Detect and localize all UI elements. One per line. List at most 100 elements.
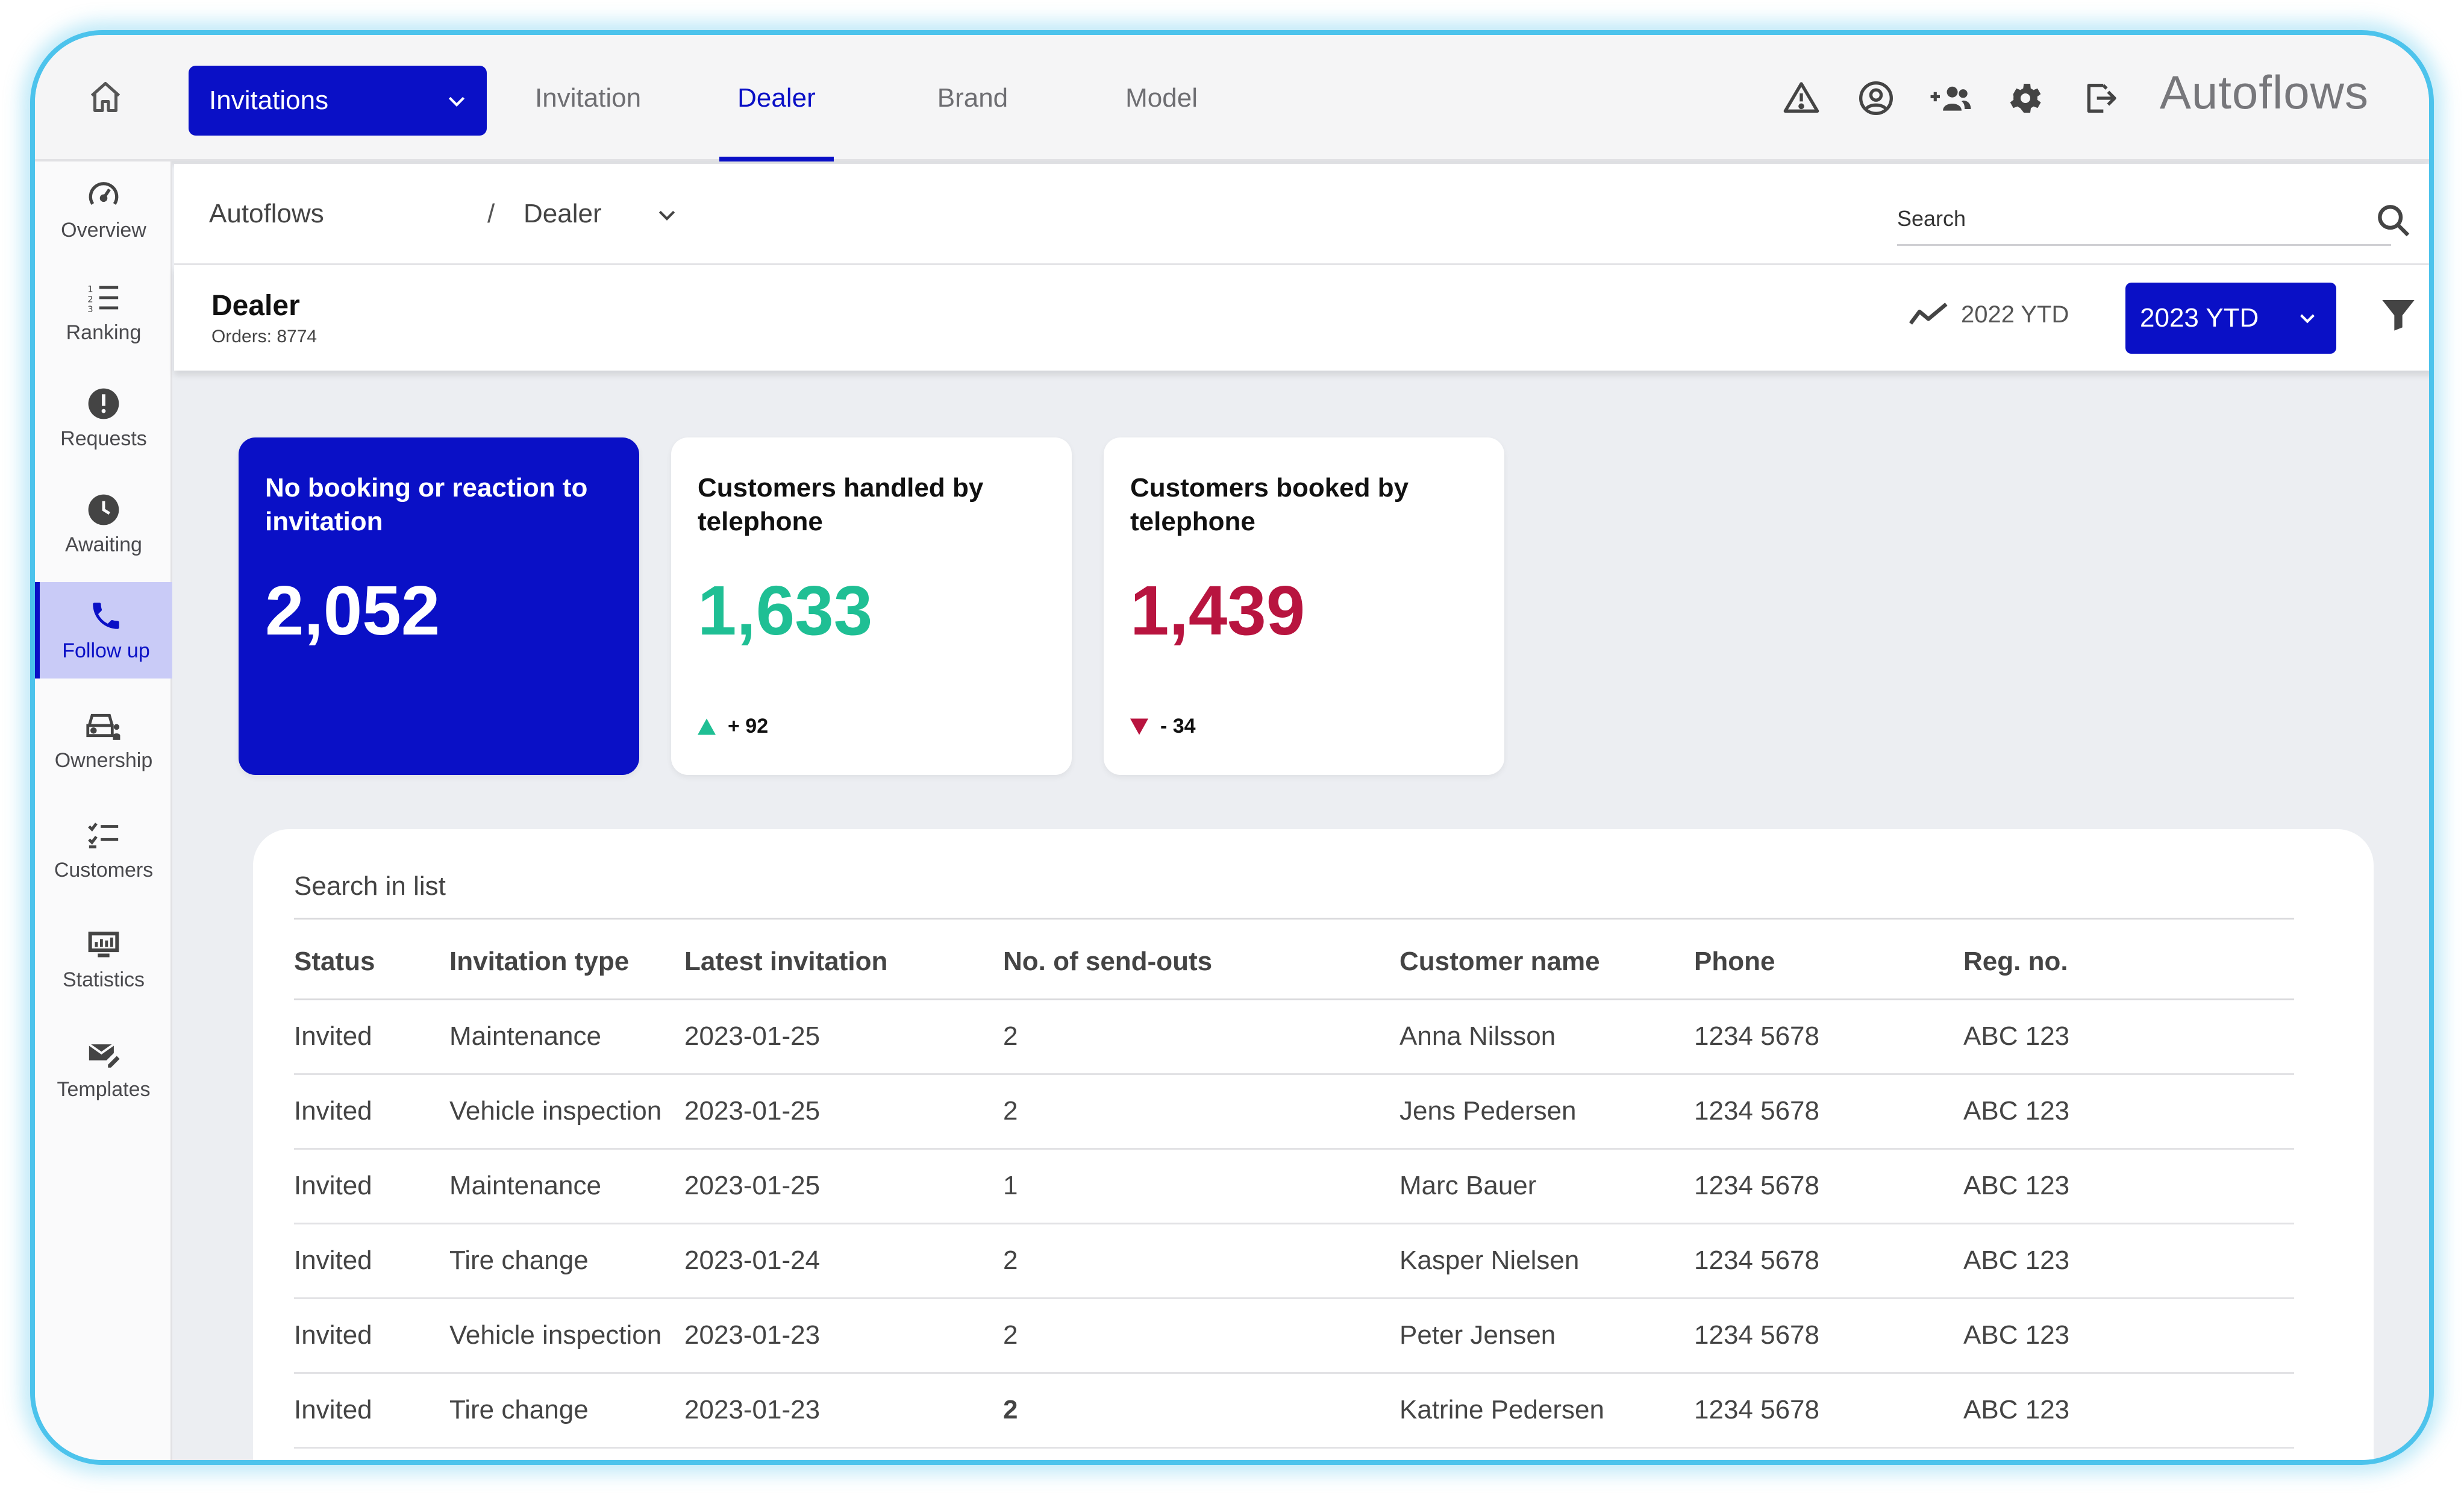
list-search-input[interactable]	[294, 859, 2294, 914]
page-header: Dealer Orders: 8774 2022 YTD 2023 YTD	[174, 265, 2429, 371]
column-header-customer-name[interactable]: Customer name	[1399, 926, 1694, 1000]
settings-icon	[2010, 84, 2041, 113]
table-row[interactable]: Invited Vehicle inspection 2023-01-25 2 …	[294, 1074, 2294, 1150]
invitation-list-panel: Status Invitation type Latest invitation…	[253, 829, 2374, 1460]
breadcrumb-separator: /	[487, 199, 495, 228]
kpi-card-no-booking[interactable]: No booking or reaction to invitation 2,0…	[239, 437, 639, 775]
cell-phone: 1234 5678	[1694, 1298, 1963, 1374]
tab-invitation[interactable]: Invitation	[535, 35, 641, 161]
brand-logo: Autoflows	[2159, 66, 2369, 119]
sidebar-item-label: Follow up	[62, 639, 150, 662]
cell-reg-no: ABC 123	[1963, 1298, 2294, 1374]
column-header-invitation-type[interactable]: Invitation type	[449, 926, 684, 1000]
kpi-card-handled-by-telephone[interactable]: Customers handled by telephone 1,633 + 9…	[671, 437, 1072, 775]
cell-customer-name: Peter Jensen	[1399, 1298, 1694, 1374]
cell-invitation-type: Tire change	[449, 1373, 684, 1449]
sidebar-item-ownership[interactable]: Ownership	[35, 692, 172, 788]
home-button[interactable]	[78, 70, 133, 124]
tab-label: Brand	[937, 83, 1008, 113]
tab-label: Dealer	[737, 83, 816, 113]
alert-circle-icon	[88, 388, 119, 419]
cell-send-outs: 2	[1003, 999, 1399, 1075]
cell-phone: 1234 5678	[1694, 1149, 1963, 1224]
tab-dealer[interactable]: Dealer	[719, 35, 834, 161]
list-search-field	[294, 859, 2294, 920]
logout-icon	[2087, 84, 2116, 113]
cell-status: Invited	[294, 1074, 449, 1150]
cell-reg-no: ABC 123	[1963, 1373, 2294, 1449]
chevron-down-icon[interactable]	[655, 204, 679, 228]
cell-send-outs: 2	[1003, 1298, 1399, 1374]
sidebar-item-statistics[interactable]: Statistics	[35, 911, 172, 1008]
table-row[interactable]: Invited Maintenance 2023-01-25 1 Marc Ba…	[294, 1149, 2294, 1224]
breadcrumb-current[interactable]: Dealer	[524, 199, 602, 228]
kpi-value: 1,439	[1130, 571, 1305, 650]
column-header-send-outs[interactable]: No. of send-outs	[1003, 926, 1399, 1000]
car-person-icon	[86, 713, 120, 740]
period-select[interactable]: 2023 YTD	[2125, 283, 2336, 354]
speedometer-icon	[89, 181, 119, 205]
sidebar-item-label: Templates	[57, 1077, 151, 1101]
home-icon	[90, 82, 120, 112]
sidebar-item-follow-up[interactable]: Follow up	[35, 582, 172, 679]
breadcrumb: Autoflows / Dealer	[174, 164, 2429, 265]
breadcrumb-root[interactable]: Autoflows	[209, 199, 324, 228]
settings-button[interactable]	[2000, 73, 2051, 124]
sidebar-item-requests[interactable]: Requests	[35, 370, 172, 466]
column-header-latest-invitation[interactable]: Latest invitation	[684, 926, 1003, 1000]
cell-latest-invitation: 2023-01-25	[684, 1074, 1003, 1150]
cell-customer-name: Anna Nilsson	[1399, 999, 1694, 1075]
cell-status: Invited	[294, 999, 449, 1075]
kpi-card-booked-by-telephone[interactable]: Customers booked by telephone 1,439 - 34	[1104, 437, 1504, 775]
sidebar-item-overview[interactable]: Overview	[35, 161, 172, 258]
cell-reg-no: ABC 123	[1963, 999, 2294, 1075]
filter-icon[interactable]	[2379, 295, 2418, 334]
table-row[interactable]: Invited Tire change 2023-01-24 2 Kasper …	[294, 1223, 2294, 1299]
tab-model[interactable]: Model	[1125, 35, 1198, 161]
search-icon[interactable]	[2374, 201, 2413, 240]
cell-phone: 1234 5678	[1694, 1223, 1963, 1299]
cell-phone: 1234 5678	[1694, 1074, 1963, 1150]
checklist-icon	[88, 822, 119, 848]
compare-period-label: 2022 YTD	[1961, 301, 2069, 328]
app-window: Invitations Invitation Dealer Brand Mode…	[30, 30, 2434, 1465]
kpi-title: No booking or reaction to invitation	[265, 473, 588, 536]
trend-line-icon	[1909, 302, 1948, 325]
invitation-table: Status Invitation type Latest invitation…	[294, 926, 2294, 1449]
column-header-reg-no[interactable]: Reg. no.	[1963, 926, 2294, 1000]
warning-button[interactable]	[1776, 73, 1827, 124]
add-group-button[interactable]	[1925, 73, 1976, 124]
tab-bar: Invitation Dealer Brand Model	[535, 35, 1198, 161]
cell-latest-invitation: 2023-01-23	[684, 1373, 1003, 1449]
triangle-down-icon	[1130, 718, 1148, 735]
sidebar-item-label: Requests	[60, 427, 147, 450]
tab-brand[interactable]: Brand	[937, 35, 1008, 161]
chevron-down-icon	[448, 96, 465, 107]
cell-reg-no: ABC 123	[1963, 1074, 2294, 1150]
sidebar-item-templates[interactable]: Templates	[35, 1021, 172, 1117]
cell-status: Invited	[294, 1149, 449, 1224]
sidebar-item-label: Statistics	[62, 968, 145, 991]
cell-invitation-type: Tire change	[449, 1223, 684, 1299]
table-header-row: Status Invitation type Latest invitation…	[294, 926, 2294, 1000]
logout-button[interactable]	[2075, 73, 2125, 124]
sidebar-item-customers[interactable]: Customers	[35, 801, 172, 898]
column-header-status[interactable]: Status	[294, 926, 449, 1000]
sidebar-item-awaiting[interactable]: Awaiting	[35, 476, 172, 572]
cell-reg-no: ABC 123	[1963, 1223, 2294, 1299]
cell-invitation-type: Vehicle inspection	[449, 1298, 684, 1374]
phone-icon	[93, 602, 119, 629]
cell-customer-name: Jens Pedersen	[1399, 1074, 1694, 1150]
account-button[interactable]	[1851, 73, 1901, 124]
module-select[interactable]: Invitations	[189, 66, 487, 136]
table-row[interactable]: Invited Vehicle inspection 2023-01-23 2 …	[294, 1298, 2294, 1374]
column-header-phone[interactable]: Phone	[1694, 926, 1963, 1000]
search-input[interactable]	[1897, 198, 2319, 240]
compare-period-toggle[interactable]: 2022 YTD	[1909, 300, 2069, 329]
table-row[interactable]: Invited Maintenance 2023-01-25 2 Anna Ni…	[294, 999, 2294, 1075]
monitor-chart-icon	[88, 931, 119, 957]
table-row[interactable]: Invited Tire change 2023-01-23 2 Katrine…	[294, 1373, 2294, 1449]
cell-send-outs: 1	[1003, 1149, 1399, 1224]
